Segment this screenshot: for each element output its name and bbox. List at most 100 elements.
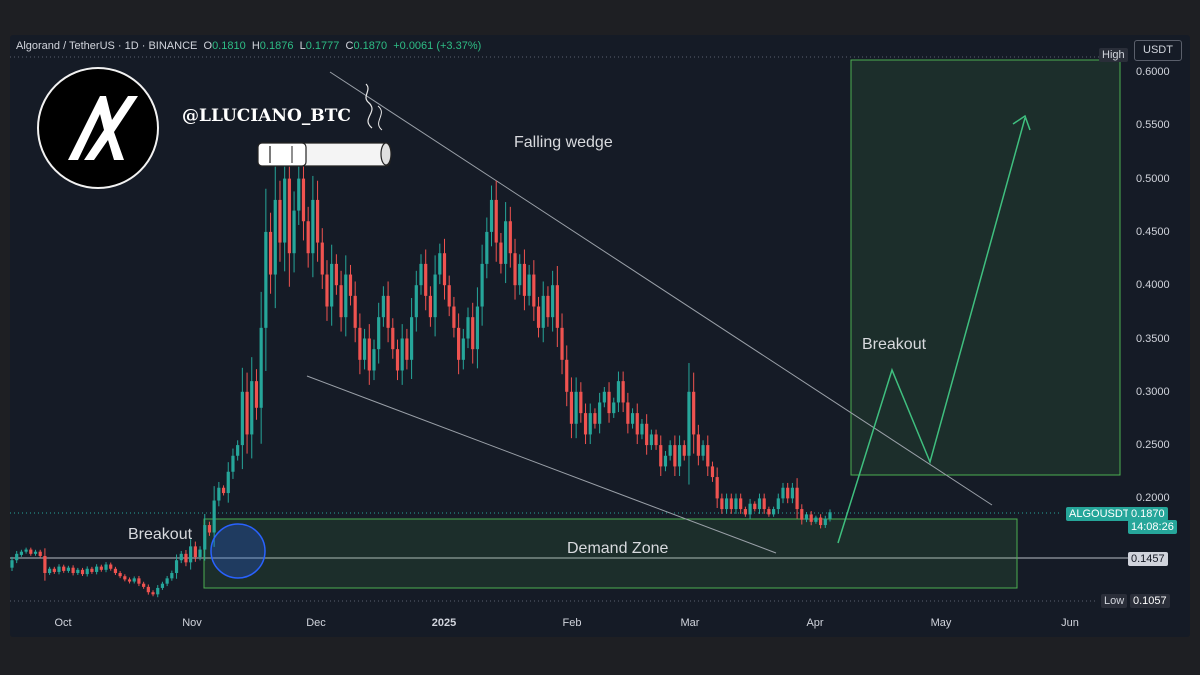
candle xyxy=(795,487,799,510)
candle xyxy=(221,487,226,494)
y-tick-label: 0.2000 xyxy=(1136,492,1170,505)
candle xyxy=(457,327,461,360)
candle xyxy=(447,285,451,307)
candle xyxy=(127,579,132,582)
candle xyxy=(579,391,583,414)
wedge-lower-line[interactable] xyxy=(306,375,777,554)
candle xyxy=(109,564,113,569)
candle xyxy=(409,317,414,360)
candle xyxy=(598,402,602,424)
candle xyxy=(569,391,574,424)
y-tick-label: 0.3000 xyxy=(1136,385,1170,398)
candle xyxy=(612,402,616,414)
candle xyxy=(320,242,324,275)
candle xyxy=(226,471,230,494)
candle xyxy=(104,564,108,570)
wedge-upper-line[interactable] xyxy=(329,71,993,506)
candle xyxy=(386,295,390,328)
candle xyxy=(400,338,404,371)
candle xyxy=(245,391,249,435)
candle xyxy=(330,263,334,307)
candle xyxy=(358,327,362,360)
candle xyxy=(485,231,489,264)
candle xyxy=(668,445,672,456)
demand-zone-label: Demand Zone xyxy=(567,540,669,557)
candle xyxy=(419,263,423,286)
breakout-right-label: Breakout xyxy=(862,336,927,353)
candle xyxy=(818,517,823,526)
candle xyxy=(254,381,259,408)
candle xyxy=(452,306,456,328)
candle xyxy=(334,263,338,286)
candle xyxy=(372,349,376,371)
candle xyxy=(315,199,320,243)
legend-open-value: 0.1810 xyxy=(212,40,246,52)
candle xyxy=(405,338,409,360)
reference-level-tag: 0.1457 xyxy=(1128,552,1168,566)
candle xyxy=(743,509,747,515)
candle xyxy=(555,285,559,328)
legend-high-value: 0.1876 xyxy=(259,40,294,52)
candle xyxy=(344,274,348,318)
target-box[interactable] xyxy=(850,59,1121,476)
high-tag: High xyxy=(1099,48,1128,62)
demand-zone-box[interactable] xyxy=(203,518,1018,589)
projection-path[interactable] xyxy=(837,117,1026,544)
algorand-logo xyxy=(37,67,159,189)
candle xyxy=(715,477,719,499)
candle xyxy=(508,221,512,254)
breakout-circle[interactable] xyxy=(210,523,266,579)
candle xyxy=(513,253,517,286)
candle xyxy=(132,578,136,582)
y-tick-label: 0.5000 xyxy=(1136,172,1170,185)
candle xyxy=(814,517,818,522)
candle xyxy=(207,525,212,533)
candle xyxy=(757,498,762,510)
candle xyxy=(325,274,329,307)
candle xyxy=(193,546,197,558)
candle xyxy=(654,434,658,446)
candle xyxy=(24,549,28,552)
candle xyxy=(522,263,527,296)
x-tick-label: 2025 xyxy=(431,617,457,629)
candle xyxy=(240,391,244,446)
candle xyxy=(231,455,235,472)
candle xyxy=(809,514,813,522)
candle xyxy=(339,285,343,318)
candle xyxy=(823,518,827,526)
candle xyxy=(790,487,794,499)
candle xyxy=(165,578,169,584)
candle xyxy=(146,586,150,593)
candle xyxy=(645,423,649,446)
candle xyxy=(48,568,52,574)
candle xyxy=(137,578,141,584)
y-tick-label: 0.2500 xyxy=(1136,439,1170,452)
candle xyxy=(311,199,315,254)
chart-panel xyxy=(10,35,1190,637)
candle xyxy=(442,253,447,286)
candle xyxy=(828,512,832,519)
candle xyxy=(663,455,668,467)
falling-wedge-label: Falling wedge xyxy=(514,134,613,151)
candle xyxy=(10,560,14,568)
candle xyxy=(800,509,804,520)
candle xyxy=(184,553,188,563)
candle xyxy=(518,263,522,286)
candle xyxy=(174,560,179,574)
candle xyxy=(635,413,639,435)
candle xyxy=(616,381,621,403)
y-tick-label: 0.4000 xyxy=(1136,279,1170,292)
candle xyxy=(33,551,38,554)
candle xyxy=(283,178,287,243)
candle xyxy=(489,199,494,232)
candle xyxy=(278,199,282,243)
candle xyxy=(546,295,550,318)
y-tick-label: 0.5500 xyxy=(1136,119,1170,132)
currency-button[interactable]: USDT xyxy=(1134,40,1182,61)
y-tick-label: 0.6000 xyxy=(1136,66,1170,78)
x-tick-label: May xyxy=(930,617,952,629)
candle xyxy=(583,413,588,435)
x-tick-label: Nov xyxy=(182,617,202,629)
candle xyxy=(273,199,277,275)
